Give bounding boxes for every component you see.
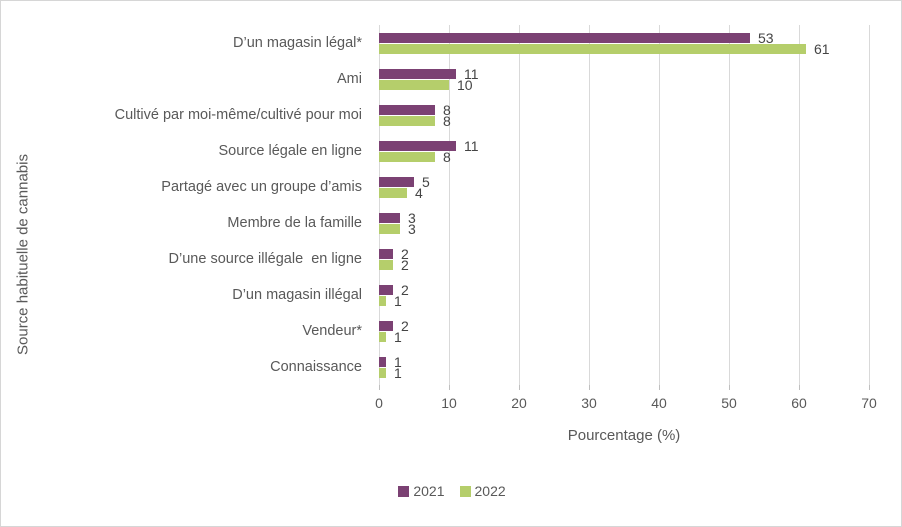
- bar-2022: [379, 332, 386, 342]
- category-row: 53 61: [379, 25, 869, 61]
- axis-tick: [728, 385, 730, 390]
- bar-2022: [379, 44, 806, 54]
- bar-2021: [379, 285, 393, 295]
- legend-item: 2021: [398, 483, 445, 499]
- gridline: [868, 25, 870, 385]
- data-label-2021: 11: [464, 66, 479, 82]
- legend-item: 2022: [459, 483, 506, 499]
- bar-2022: [379, 296, 386, 306]
- chart-legend: 2021 2022: [1, 483, 901, 499]
- legend-label: 2022: [474, 483, 506, 499]
- data-label-2021: 8: [443, 102, 451, 118]
- bar-2022: [379, 80, 449, 90]
- gridline: [518, 25, 520, 385]
- bar-2021: [379, 33, 750, 43]
- legend-label: 2021: [413, 483, 445, 499]
- category-label: Partagé avec un groupe d’amis: [161, 179, 362, 195]
- category-label: Ami: [337, 71, 362, 87]
- data-label-2022: 8: [443, 113, 451, 129]
- x-tick-label: 60: [791, 395, 807, 411]
- data-label-2021: 53: [758, 30, 774, 46]
- gridline: [588, 25, 590, 385]
- category-label: D’un magasin illégal: [232, 287, 362, 303]
- category-row: 11 10: [379, 61, 869, 97]
- gridline: [378, 25, 380, 385]
- category-row: 11 8: [379, 133, 869, 169]
- legend-swatch-2022: [459, 485, 471, 497]
- bar-2022: [379, 224, 400, 234]
- x-tick-label: 50: [721, 395, 737, 411]
- bar-2021: [379, 69, 456, 79]
- bar-2021: [379, 249, 393, 259]
- category-label: Vendeur*: [302, 323, 362, 339]
- axis-tick: [798, 385, 800, 390]
- category-label: D’une source illégale en ligne: [168, 251, 362, 267]
- axis-tick: [448, 385, 450, 390]
- data-label-2022: 3: [408, 221, 416, 237]
- data-label-2022: 8: [443, 149, 451, 165]
- data-label-2021: 2: [401, 318, 409, 334]
- data-label-2021: 1: [394, 354, 402, 370]
- axis-tick: [518, 385, 520, 390]
- bar-2022: [379, 368, 386, 378]
- data-label-2021: 2: [401, 246, 409, 262]
- legend-swatch-2021: [398, 485, 410, 497]
- axis-tick: [868, 385, 870, 390]
- data-label-2022: 1: [394, 329, 402, 345]
- x-tick-label: 20: [511, 395, 527, 411]
- gridline: [448, 25, 450, 385]
- bar-2021: [379, 105, 435, 115]
- x-axis-title: Pourcentage (%): [567, 427, 681, 444]
- category-label: Cultivé par moi-même/cultivé pour moi: [114, 107, 362, 123]
- bar-2022: [379, 152, 435, 162]
- bar-2022: [379, 260, 393, 270]
- x-tick-label: 0: [375, 395, 383, 411]
- bar-2021: [379, 357, 386, 367]
- data-label-2021: 11: [464, 138, 479, 154]
- gridline: [658, 25, 660, 385]
- bar-2021: [379, 321, 393, 331]
- data-label-2021: 3: [408, 210, 416, 226]
- category-axis: D’un magasin légal* Ami Cultivé par moi-mê…: [1, 25, 371, 385]
- category-label: D’un magasin légal*: [233, 35, 362, 51]
- axis-tick: [658, 385, 660, 390]
- data-label-2022: 2: [401, 257, 409, 273]
- data-label-2021: 2: [401, 282, 409, 298]
- axis-tick: [588, 385, 590, 390]
- gridline: [728, 25, 730, 385]
- x-tick-label: 30: [581, 395, 597, 411]
- plot-area: 53 61 11 10 8 8 11 8 5 4 3 3 2 2 2 1 2 1 1 1: [378, 25, 870, 390]
- category-label: Connaissance: [270, 359, 362, 375]
- data-label-2022: 1: [394, 365, 402, 381]
- x-tick-label: 40: [651, 395, 667, 411]
- data-label-2022: 61: [814, 41, 830, 57]
- bar-2022: [379, 116, 435, 126]
- axis-tick: [378, 385, 380, 390]
- bar-2021: [379, 177, 414, 187]
- gridline: [798, 25, 800, 385]
- data-label-2021: 5: [422, 174, 430, 190]
- category-label: Membre de la famille: [227, 215, 362, 231]
- x-tick-label: 70: [861, 395, 877, 411]
- bar-2021: [379, 141, 456, 151]
- bar-2021: [379, 213, 400, 223]
- x-axis-ticks: 0 10 20 30 40 50 60 70: [375, 395, 877, 413]
- data-label-2022: 1: [394, 293, 402, 309]
- bar-2022: [379, 188, 407, 198]
- x-tick-label: 10: [441, 395, 457, 411]
- data-label-2022: 10: [457, 77, 473, 93]
- data-label-2022: 4: [415, 185, 423, 201]
- category-label: Source légale en ligne: [218, 143, 363, 159]
